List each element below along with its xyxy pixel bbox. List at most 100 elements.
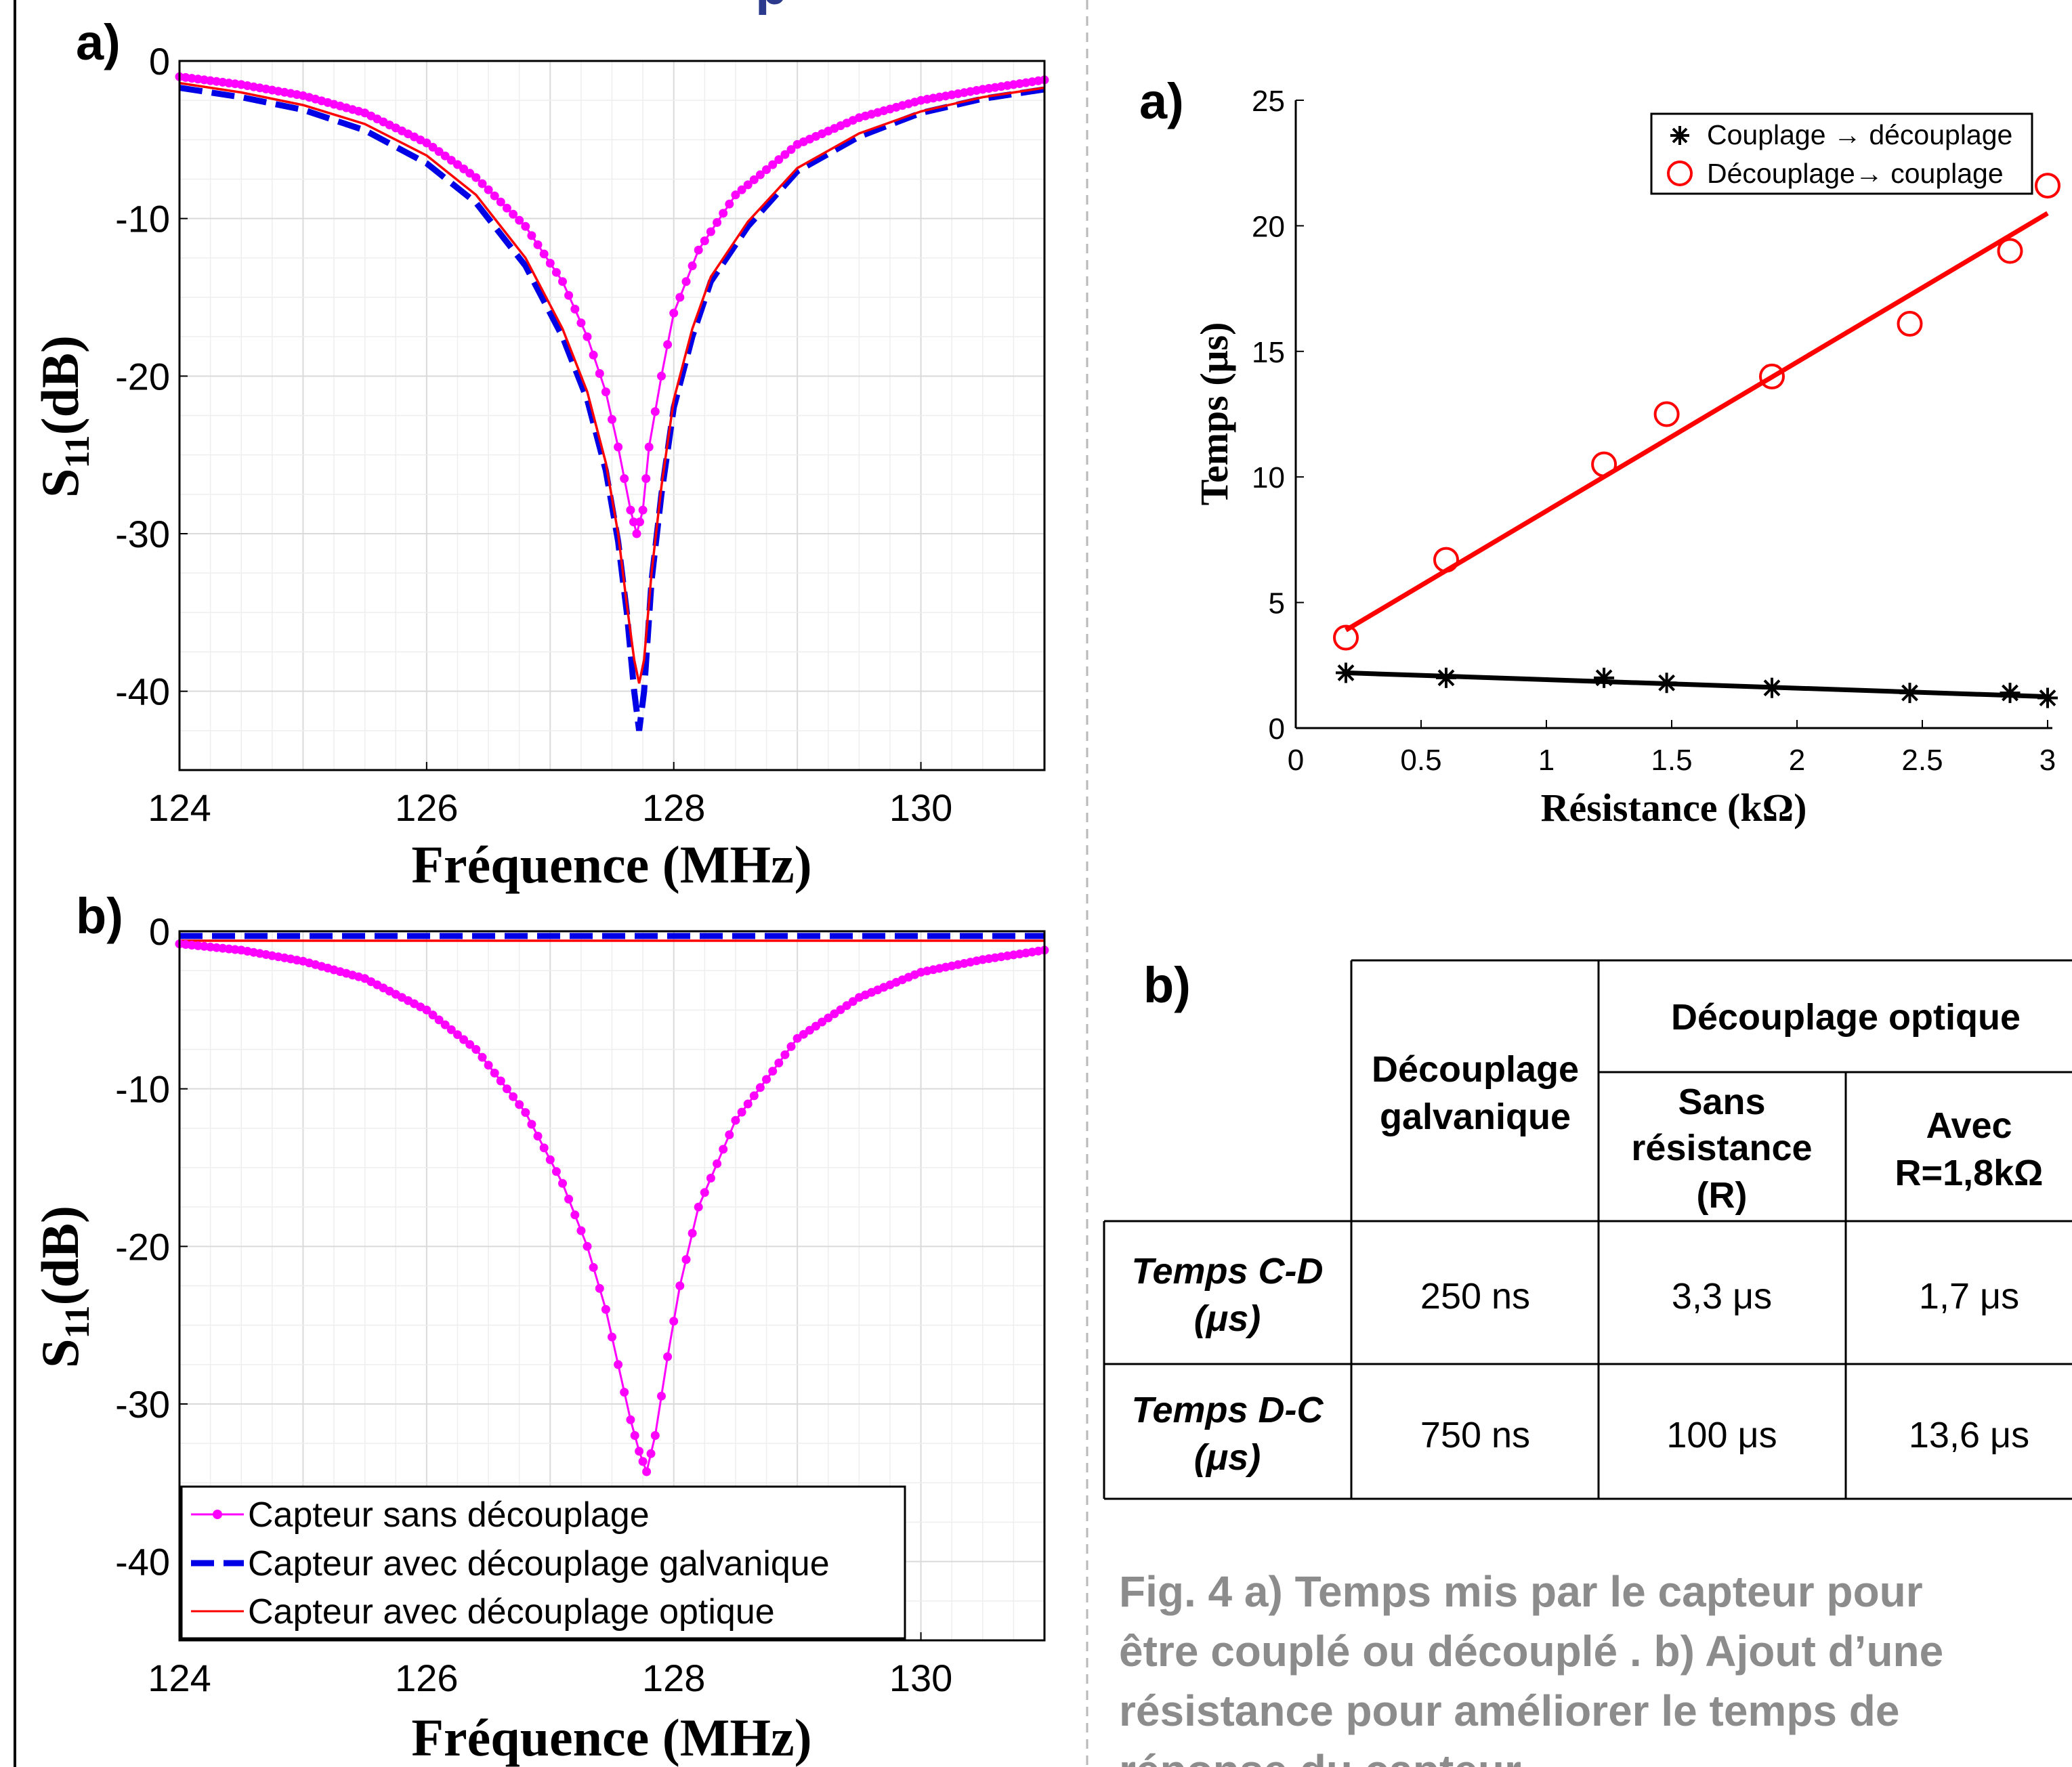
data-point [762, 165, 771, 174]
x-tick-label: 1.5 [1651, 744, 1692, 777]
subheader-without: (R) [1697, 1175, 1748, 1216]
x-tick-label: 126 [395, 1657, 458, 1699]
data-point [675, 293, 685, 302]
y-tick-label: -20 [115, 1225, 170, 1268]
data-point [515, 1100, 524, 1109]
x-axis-label: Fréquence (MHz) [411, 835, 811, 894]
data-point [657, 371, 666, 381]
data-point [533, 240, 543, 249]
data-point [502, 1084, 511, 1094]
legend-right: Couplage → découplage Découplage→ coupla… [1650, 112, 2033, 195]
y-tick-label: 10 [1252, 461, 1285, 494]
data-point [521, 221, 530, 231]
subheader-with: Avec [1926, 1105, 2012, 1146]
data-point [1336, 662, 1356, 683]
svg-text:S11(dB): S11(dB) [30, 1206, 97, 1368]
data-point [638, 505, 648, 515]
data-point [669, 308, 679, 318]
data-point [630, 1431, 639, 1440]
data-point [576, 318, 586, 328]
series-galvanic-line [179, 85, 1045, 731]
data-point [1897, 311, 1923, 337]
data-point [799, 1029, 808, 1039]
legend-entry: Capteur sans découplage [248, 1495, 650, 1535]
data-point [1433, 547, 1459, 573]
x-tick-label: 126 [395, 786, 458, 829]
data-point [465, 169, 475, 178]
data-point [768, 160, 778, 169]
y-tick-label: -30 [115, 513, 170, 555]
data-point [700, 1188, 709, 1197]
x-tick-label: 124 [148, 786, 211, 829]
y-tick-label: 5 [1269, 587, 1285, 620]
subheader-without: résistance [1631, 1128, 1812, 1168]
data-point [644, 442, 654, 452]
data-point [681, 1255, 691, 1264]
y-tick-label: -30 [115, 1383, 170, 1426]
y-tick-label: -10 [115, 1068, 170, 1111]
x-tick-label: 0 [1288, 744, 1304, 777]
data-point [743, 180, 753, 190]
data-point [713, 218, 722, 227]
data-point [471, 173, 481, 182]
data-point [496, 1076, 505, 1086]
data-point [1333, 624, 1359, 651]
data-point [490, 191, 499, 200]
data-point [459, 164, 469, 173]
data-point [434, 147, 444, 156]
data-point [780, 150, 790, 159]
data-point [440, 151, 450, 161]
tick-labels: 0 0.5 1 1.5 2 2.5 3 0 5 10 15 20 25 [1252, 85, 2056, 777]
data-point [614, 1360, 623, 1369]
s11-chart-a: 124 126 128 130 0 -10 -20 -30 -40 [115, 40, 1049, 829]
data-point [646, 1449, 656, 1458]
legend-entry: Découplage→ couplage [1707, 158, 2004, 189]
data-point [719, 1145, 728, 1154]
data-point [731, 1115, 740, 1125]
data-point [1656, 673, 1677, 694]
x-tick-label: 3 [2039, 744, 2056, 777]
plot-frame [178, 60, 1046, 771]
data-point [1759, 363, 1785, 389]
data-point [632, 529, 641, 538]
x-tick-label: 0.5 [1400, 744, 1441, 777]
data-point [459, 1035, 469, 1044]
legend-box [1650, 112, 2033, 195]
series-optical-line [179, 81, 1045, 684]
data-point [545, 259, 555, 268]
panel-a-label: a) [76, 14, 121, 70]
data-point [589, 350, 598, 360]
data-point [792, 1034, 802, 1043]
data-point [626, 505, 635, 515]
data-point [465, 1040, 475, 1049]
data-point [564, 291, 574, 300]
data-point [713, 1159, 722, 1168]
temps-chart: 0 0.5 1 1.5 2 2.5 3 0 5 10 15 20 25 [1252, 85, 2060, 777]
fit-line [1345, 670, 2048, 700]
table-text: Découplage galvanique Découplage optique… [1131, 997, 2043, 1478]
caption-line: résistance pour améliorer le temps de [1119, 1686, 1899, 1735]
legend-entry: Capteur avec découplage optique [248, 1592, 775, 1632]
legend-marker-circle [1667, 161, 1693, 186]
y-axis-label-right: Temps (μs) [1192, 322, 1236, 506]
table-cell: 100 μs [1666, 1415, 1777, 1455]
data-point [608, 1332, 616, 1342]
panel-b-label-right: b) [1143, 957, 1191, 1013]
data-point [620, 474, 629, 484]
legend-box [180, 1485, 906, 1640]
data-point [848, 997, 858, 1006]
data-point [638, 1457, 648, 1466]
data-point [650, 1431, 660, 1440]
data-point [681, 277, 691, 286]
data-point [471, 1045, 481, 1054]
data-point [422, 1005, 431, 1015]
title-fragment: p [755, 0, 788, 16]
data-point [706, 227, 715, 236]
data-point [719, 209, 728, 218]
series-layer [175, 933, 1049, 1476]
data-point [601, 1304, 610, 1314]
row-label: (μs) [1194, 1298, 1261, 1339]
data-point [446, 156, 456, 165]
data-point [434, 1015, 444, 1025]
data-point [2035, 173, 2060, 199]
